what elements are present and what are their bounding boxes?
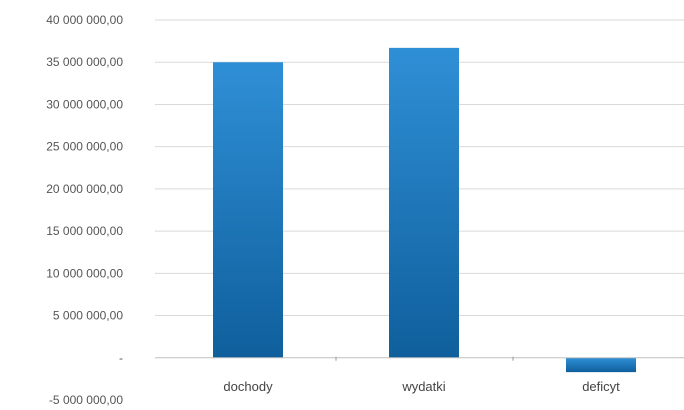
y-axis-tick-labels: 40 000 000,00 35 000 000,00 30 000 000,00 2… <box>46 13 123 407</box>
y-tick-label: - <box>119 351 123 365</box>
y-tick-label: 40 000 000,00 <box>46 13 123 27</box>
zero-baseline <box>155 356 684 361</box>
bar-deficyt <box>566 357 636 373</box>
y-tick-label: 25 000 000,00 <box>46 140 123 154</box>
y-tick-label: 35 000 000,00 <box>46 55 123 69</box>
x-axis-category-labels: dochody wydatki deficyt <box>223 379 620 394</box>
bar-dochody <box>213 62 283 358</box>
y-tick-label: 5 000 000,00 <box>53 309 123 323</box>
y-tick-label: 20 000 000,00 <box>46 182 123 196</box>
bar-wydatki <box>389 47 459 358</box>
y-tick-label: -5 000 000,00 <box>49 393 123 407</box>
y-tick-label: 30 000 000,00 <box>46 97 123 111</box>
category-label: deficyt <box>582 379 620 394</box>
y-tick-label: 10 000 000,00 <box>46 266 123 280</box>
category-label: dochody <box>223 379 273 394</box>
category-label: wydatki <box>401 379 445 394</box>
bars <box>213 47 636 373</box>
y-tick-label: 15 000 000,00 <box>46 224 123 238</box>
